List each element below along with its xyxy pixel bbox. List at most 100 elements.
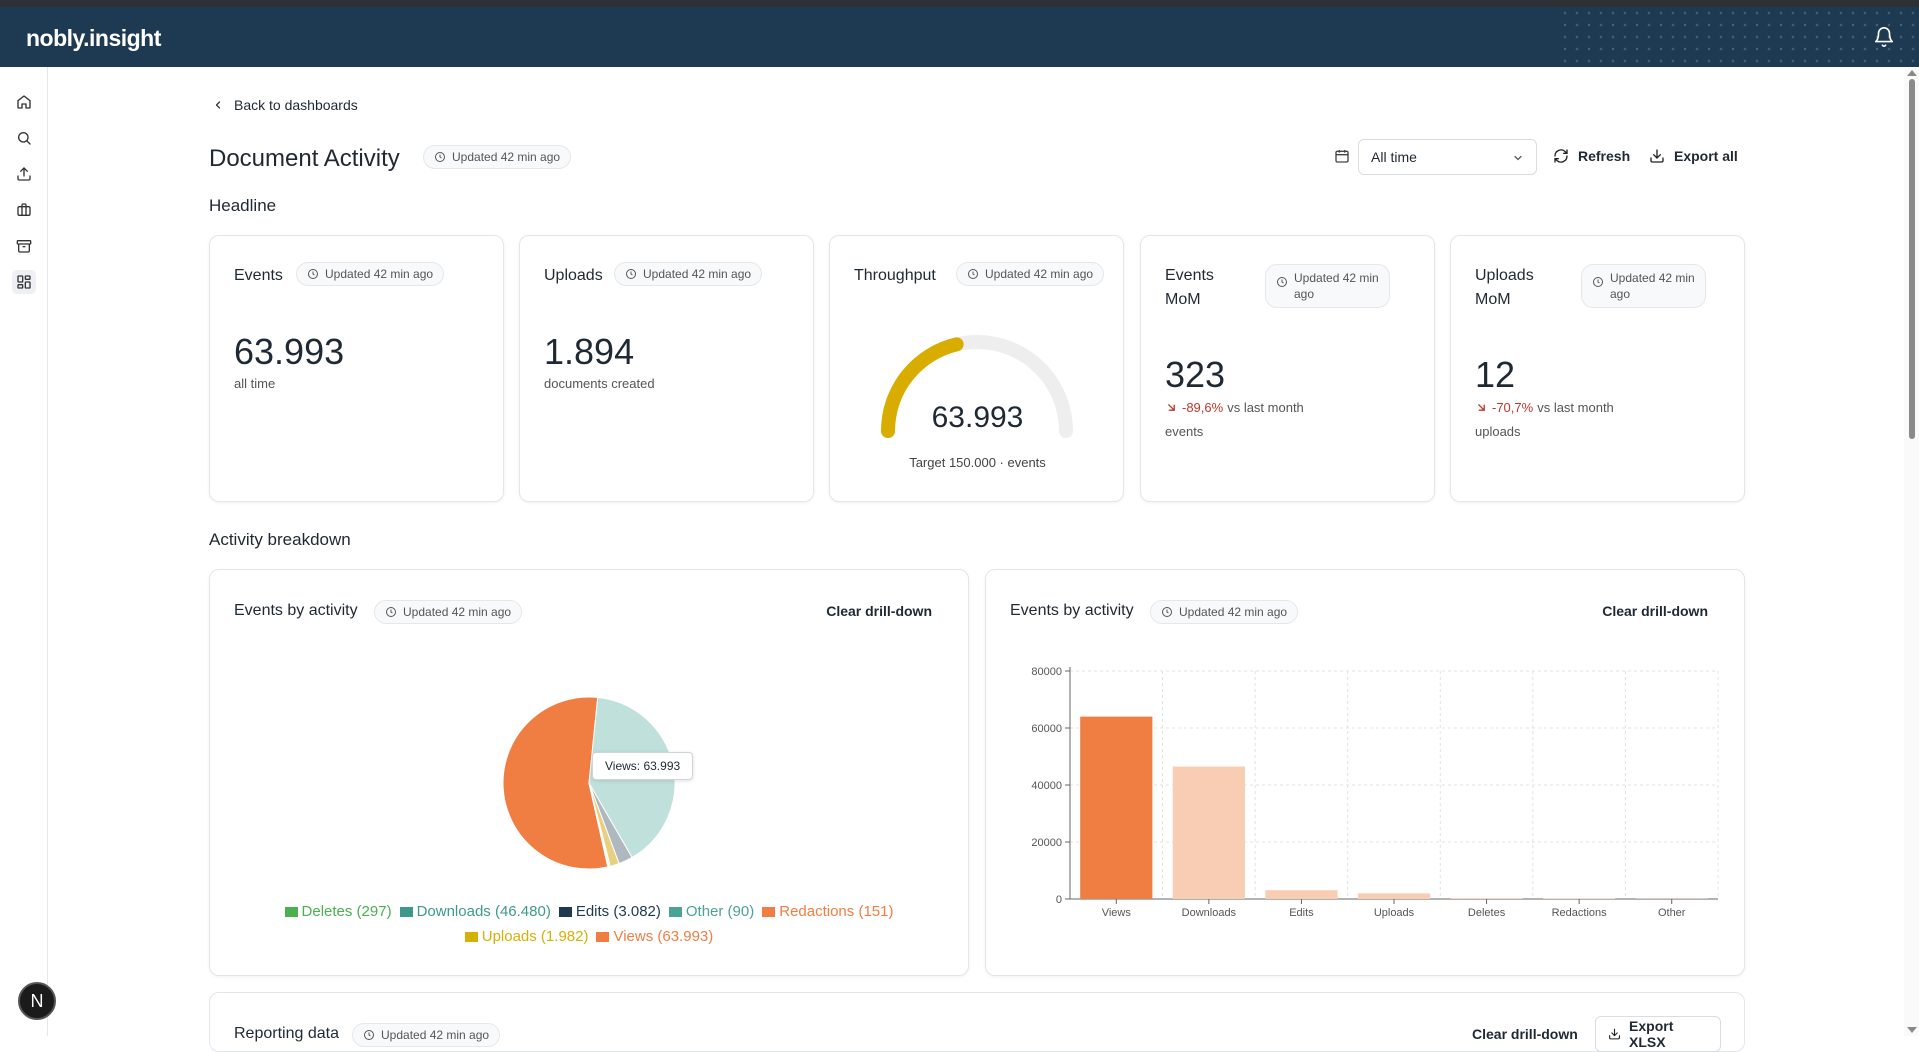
updated-line1: Updated 42 min [1610, 271, 1695, 285]
y-tick-label: 0 [1056, 894, 1062, 906]
scroll-up-arrow[interactable] [1907, 70, 1917, 76]
kpi-subtitle: documents created [544, 376, 655, 391]
x-tick-label: Deletes [1468, 907, 1506, 919]
legend-label: Views (63.993) [613, 925, 713, 949]
dashboards-icon[interactable] [12, 270, 36, 294]
legend-swatch [465, 932, 478, 942]
updated-badge: Updated 42 min ago [352, 1023, 500, 1047]
kpi-delta: -70,7% vs last month [1475, 400, 1614, 415]
legend-swatch [762, 907, 775, 917]
scrollbar-thumb[interactable] [1909, 79, 1915, 439]
refresh-icon [1553, 148, 1569, 164]
legend-swatch [596, 932, 609, 942]
date-range-select[interactable]: All time [1358, 139, 1537, 175]
bar-deletes[interactable] [1450, 898, 1522, 899]
legend-label: Deletes (297) [302, 900, 392, 924]
bar-chart-card: Events by activity Updated 42 min ago Cl… [985, 569, 1745, 976]
download-icon [1649, 148, 1665, 164]
page-title: Document Activity [209, 145, 400, 173]
x-tick-label: Uploads [1374, 907, 1415, 919]
back-to-dashboards-link[interactable]: Back to dashboards [212, 97, 358, 113]
legend-swatch [559, 907, 572, 917]
legend-swatch [400, 907, 413, 917]
upload-icon[interactable] [12, 162, 36, 186]
chevron-left-icon [212, 99, 224, 111]
updated-badge: Updated 42 min ago [296, 262, 444, 286]
pie-chart[interactable] [210, 570, 970, 890]
clock-icon [434, 151, 446, 163]
bar-views[interactable] [1080, 717, 1152, 899]
export-xlsx-label: Export XLSX [1629, 1018, 1708, 1050]
download-icon [1608, 1027, 1621, 1041]
legend-swatch [285, 907, 298, 917]
legend-item[interactable]: Uploads (1.982) [465, 925, 589, 949]
kpi-title-line1: Uploads [1475, 264, 1534, 288]
updated-text: Updated 42 min ago [452, 150, 560, 164]
updated-line2: ago [1294, 287, 1314, 301]
legend-item[interactable]: Edits (3.082) [559, 900, 661, 924]
kpi-card-uploads: Uploads Updated 42 min ago 1.894 documen… [519, 235, 814, 502]
x-tick-label: Views [1102, 907, 1132, 919]
updated-text: Updated 42 min ago [643, 267, 751, 281]
scroll-down-arrow[interactable] [1907, 1027, 1917, 1033]
gauge-value: 63.993 [830, 401, 1125, 435]
y-tick-label: 60000 [1031, 723, 1062, 735]
x-tick-label: Edits [1289, 907, 1314, 919]
refresh-button[interactable]: Refresh [1553, 148, 1630, 164]
legend-item[interactable]: Redactions (151) [762, 900, 893, 924]
kpi-value: 12 [1475, 354, 1515, 396]
page-scrollbar[interactable] [1904, 67, 1919, 1036]
breakdown-section-title: Activity breakdown [209, 530, 351, 550]
y-tick-label: 40000 [1031, 780, 1062, 792]
updated-badge: Updated 42 min ago [423, 145, 571, 169]
clear-drill-down-button[interactable]: Clear drill-down [1472, 1026, 1578, 1042]
delta-suffix: vs last month [1537, 400, 1614, 415]
y-tick-label: 20000 [1031, 837, 1062, 849]
delta-value: -89,6% [1182, 400, 1223, 415]
report-title: Reporting data [234, 1025, 339, 1043]
date-range-value: All time [1371, 149, 1417, 165]
legend-item[interactable]: Deletes (297) [285, 900, 392, 924]
kpi-title: Uploads [544, 264, 603, 288]
sidebar [0, 67, 48, 1036]
export-all-label: Export all [1674, 148, 1738, 164]
back-label: Back to dashboards [234, 97, 358, 113]
home-icon[interactable] [12, 90, 36, 114]
bar-downloads[interactable] [1173, 767, 1245, 899]
updated-line2: ago [1610, 287, 1630, 301]
archive-icon[interactable] [12, 234, 36, 258]
arrow-down-right-icon [1165, 401, 1178, 414]
kpi-value: 63.993 [234, 331, 344, 373]
export-xlsx-button[interactable]: Export XLSX [1595, 1016, 1721, 1052]
search-icon[interactable] [12, 126, 36, 150]
clock-icon [307, 268, 319, 280]
user-avatar[interactable]: N [18, 982, 56, 1020]
legend-item[interactable]: Downloads (46.480) [400, 900, 551, 924]
kpi-value: 323 [1165, 354, 1225, 396]
reporting-data-card: Reporting data Updated 42 min ago Clear … [209, 992, 1745, 1052]
arrow-down-right-icon [1475, 401, 1488, 414]
chevron-down-icon [1512, 152, 1524, 164]
kpi-delta: -89,6% vs last month [1165, 400, 1304, 415]
legend-item[interactable]: Views (63.993) [596, 925, 713, 949]
legend-item[interactable]: Other (90) [669, 900, 754, 924]
updated-text: Updated 42 min ago [381, 1028, 489, 1042]
legend-label: Other (90) [686, 900, 754, 924]
bar-uploads[interactable] [1358, 893, 1430, 899]
export-all-button[interactable]: Export all [1649, 148, 1738, 164]
clock-icon [1592, 276, 1604, 288]
bell-icon[interactable] [1873, 26, 1895, 48]
legend-label: Downloads (46.480) [417, 900, 551, 924]
pie-chart-card: Events by activity Updated 42 min ago Cl… [209, 569, 969, 976]
app-logo[interactable]: nobly.insight [26, 25, 161, 52]
pie-legend: Deletes (297) Downloads (46.480) Edits (3.… [210, 900, 968, 950]
pie-tooltip: Views: 63.993 [592, 752, 693, 780]
bar-edits[interactable] [1265, 890, 1337, 899]
legend-swatch [669, 907, 682, 917]
briefcase-icon[interactable] [12, 198, 36, 222]
refresh-label: Refresh [1578, 148, 1630, 164]
